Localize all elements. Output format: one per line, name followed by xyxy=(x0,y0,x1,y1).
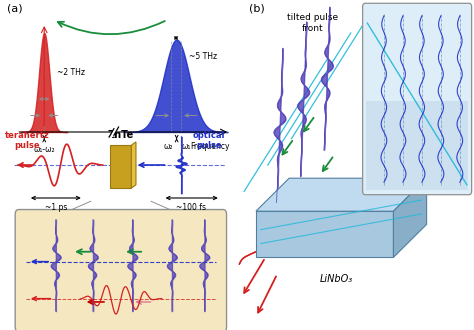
Text: ω₁: ω₁ xyxy=(181,142,191,151)
Text: Frequency: Frequency xyxy=(191,142,230,151)
Text: ω₁-ω₂: ω₁-ω₂ xyxy=(33,145,55,154)
Text: LiNbO₃: LiNbO₃ xyxy=(320,274,353,284)
Text: tilted pulse
front: tilted pulse front xyxy=(287,13,338,33)
FancyBboxPatch shape xyxy=(363,3,472,195)
Polygon shape xyxy=(393,178,427,257)
Polygon shape xyxy=(256,178,427,211)
FancyBboxPatch shape xyxy=(15,210,227,330)
Text: ~100 fs: ~100 fs xyxy=(175,203,206,212)
Polygon shape xyxy=(256,211,393,257)
FancyBboxPatch shape xyxy=(366,101,468,190)
Text: terahertz
pulse: terahertz pulse xyxy=(4,131,49,150)
Text: ω₂: ω₂ xyxy=(164,142,173,151)
Text: ~5 THz: ~5 THz xyxy=(190,51,218,61)
Text: ZnTe: ZnTe xyxy=(108,130,134,140)
Text: (b): (b) xyxy=(249,3,264,13)
Text: ~1 ps: ~1 ps xyxy=(45,203,67,212)
Text: (a): (a) xyxy=(7,3,23,13)
Polygon shape xyxy=(131,142,136,188)
Polygon shape xyxy=(110,145,131,188)
Text: THz
pulse: THz pulse xyxy=(422,136,445,155)
Text: ~2 THz: ~2 THz xyxy=(57,68,85,77)
Text: optical
pulse: optical pulse xyxy=(193,131,225,150)
